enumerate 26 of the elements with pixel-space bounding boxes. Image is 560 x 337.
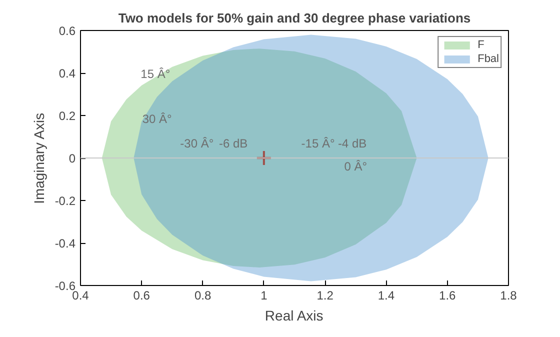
x-tick-label: 0.6 [133, 288, 150, 302]
x-tick-label: 0.8 [194, 288, 212, 302]
x-tick-label: 1.8 [500, 288, 518, 302]
x-tick-label: 0.4 [72, 288, 90, 302]
x-axis-title: Real Axis [264, 308, 324, 324]
y-tick-label: -0.4 [54, 236, 76, 250]
y-tick-label: 0 [68, 152, 76, 166]
chart-title: Two models for 50% gain and 30 degree phase variations [118, 10, 471, 26]
legend-label: Fbal [478, 53, 499, 65]
annotation: 0 Â° [344, 160, 368, 174]
x-tick-label: 1 [260, 288, 268, 302]
y-axis-title: Imaginary Axis [30, 112, 47, 204]
y-tick-label: 0.6 [58, 24, 76, 38]
annotation: 30 Â° [142, 112, 172, 126]
legend-label: F [478, 39, 486, 51]
y-tick-label: 0.4 [58, 66, 76, 80]
annotation: -6 dB [218, 136, 248, 151]
y-tick-label: -0.2 [54, 194, 76, 208]
x-tick-label: 1.2 [316, 288, 334, 302]
x-tick-label: 1.6 [439, 288, 456, 302]
x-tick-label: 1.4 [378, 288, 395, 302]
annotation: -15 Â° [301, 136, 335, 151]
y-tick-label: 0.2 [58, 109, 76, 123]
annotation: -4 dB [338, 136, 367, 151]
annotation: -30 Â° [180, 136, 214, 151]
annotation: 15 Â° [140, 66, 170, 81]
